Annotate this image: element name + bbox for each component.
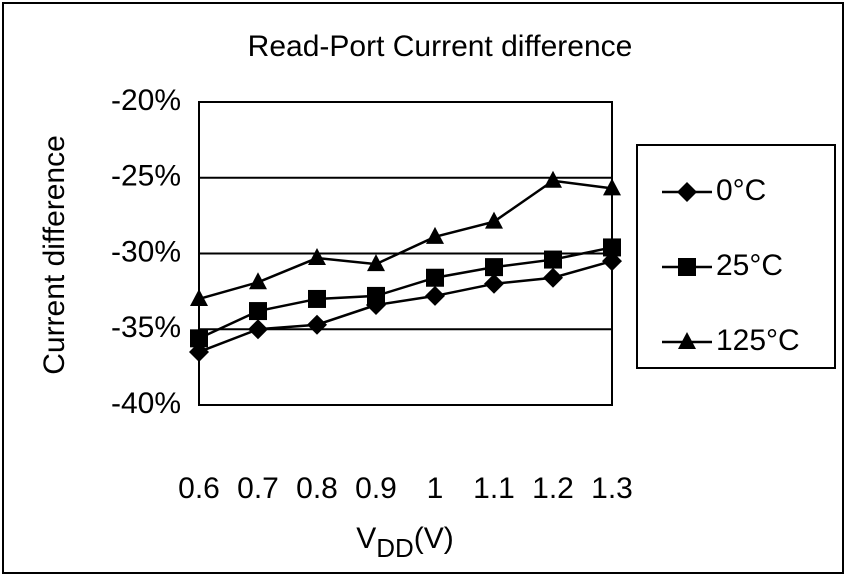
- data-point: [426, 226, 444, 244]
- y-axis-label: Current difference: [38, 135, 71, 375]
- x-tick-label: 1: [427, 472, 444, 505]
- data-point: [248, 319, 268, 340]
- data-point: [307, 314, 327, 335]
- series-line: [198, 179, 613, 301]
- data-point: [367, 254, 385, 272]
- x-tick-label: 1.1: [473, 472, 515, 505]
- chart-title: Read-Port Current difference: [248, 30, 633, 63]
- x-label-main: V: [356, 522, 376, 555]
- data-point: [603, 238, 621, 257]
- series-line: [198, 246, 613, 340]
- x-tick-label: 0.7: [237, 472, 279, 505]
- legend-marker: [678, 258, 696, 276]
- y-tick-label: -35%: [111, 311, 181, 344]
- data-point: [426, 268, 444, 287]
- y-tick-label: -20%: [111, 84, 181, 117]
- data-point: [249, 272, 267, 290]
- x-tick-label: 1.2: [532, 472, 574, 505]
- data-point: [484, 273, 504, 294]
- y-tick-label: -40%: [111, 387, 181, 420]
- x-tick-label: 0.6: [178, 472, 220, 505]
- legend-label: 0°C: [716, 174, 766, 207]
- data-point: [308, 248, 326, 266]
- legend-marker: [677, 182, 697, 202]
- x-tick-label: 1.3: [591, 472, 633, 505]
- data-point: [249, 302, 267, 321]
- data-point: [425, 285, 445, 306]
- legend-label: 25°C: [716, 249, 783, 282]
- data-point: [603, 178, 621, 196]
- data-point: [190, 329, 208, 348]
- data-point: [190, 288, 208, 306]
- legend-marker: [678, 332, 696, 349]
- data-point: [367, 286, 385, 305]
- legend-box: [636, 144, 836, 369]
- data-point: [485, 258, 503, 277]
- x-tick-label: 0.8: [296, 472, 338, 505]
- x-tick-label: 0.9: [355, 472, 397, 505]
- y-tick-label: -30%: [111, 235, 181, 268]
- x-axis-label: VDD(V): [356, 522, 454, 563]
- data-point: [544, 250, 562, 269]
- data-point: [544, 170, 562, 188]
- y-tick-label: -25%: [111, 160, 181, 193]
- x-label-unit: (V): [414, 522, 454, 555]
- x-label-sub: DD: [376, 533, 414, 563]
- legend-label: 125°C: [716, 324, 800, 357]
- frame: [2, 2, 844, 574]
- series-line: [198, 259, 613, 354]
- data-point: [485, 211, 503, 229]
- data-point: [543, 267, 563, 288]
- data-point: [308, 289, 326, 308]
